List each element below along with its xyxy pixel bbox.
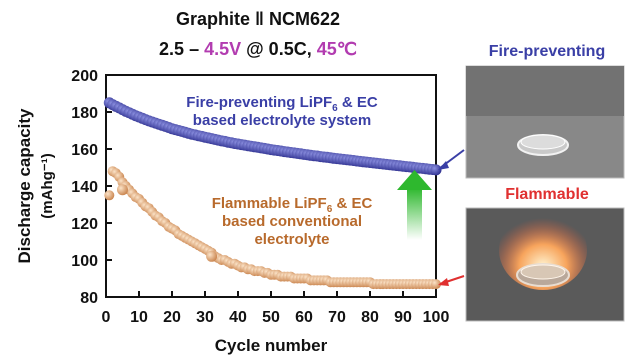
- test-conditions: 2.5 – 4.5V @ 0.5C, 45℃: [159, 39, 357, 59]
- orange-series-label-line3: electrolyte: [254, 231, 329, 248]
- cond-temp: 45℃: [317, 39, 357, 59]
- cond-voltage: 4.5V: [204, 39, 241, 59]
- y-tick-labels: 80 100 120 140 160 180 200: [71, 68, 98, 307]
- x-axis-title: Cycle number: [215, 336, 328, 355]
- orange-series-label-line2: based conventional: [222, 213, 362, 230]
- cond-range: 2.5 –: [159, 39, 204, 59]
- x-tick-label: 40: [229, 309, 247, 326]
- photo-label-fire-preventing: Fire-preventing: [489, 43, 605, 60]
- fire-preventing-point: [430, 164, 442, 176]
- chart-title: Graphite ‖ NCM622: [176, 9, 340, 29]
- x-tick-label: 30: [196, 309, 214, 326]
- x-tick-label: 20: [163, 309, 181, 326]
- x-tick-label: 80: [361, 309, 379, 326]
- y-tick-label: 100: [71, 253, 98, 270]
- flammable-point: [431, 279, 441, 290]
- x-tick-labels: 0 10 20 30 40 50 60 70 80 90 100: [102, 309, 450, 326]
- improvement-arrow: [397, 170, 432, 240]
- blue-series-label-line2: based electrolyte system: [193, 112, 371, 129]
- x-tick-label: 10: [130, 309, 148, 326]
- series-fire-preventing: [103, 97, 442, 176]
- y-axis-title: Discharge capacity: [15, 108, 34, 264]
- pointer-arrow-blue: [438, 149, 465, 170]
- y-tick-label: 200: [71, 68, 98, 85]
- photo-label-flammable: Flammable: [505, 186, 589, 203]
- pointer-arrow-red: [438, 275, 465, 286]
- x-tick-label: 100: [423, 309, 450, 326]
- x-tick-label: 60: [295, 309, 313, 326]
- x-tick-label: 50: [262, 309, 280, 326]
- outlier-point: [206, 250, 218, 262]
- y-tick-label: 80: [80, 290, 98, 307]
- orange-series-label-line1: Flammable LiPF6 & EC: [212, 195, 373, 215]
- y-tick-label: 160: [71, 142, 98, 159]
- axis-ticks: [105, 74, 437, 298]
- y-tick-label: 140: [71, 179, 98, 196]
- y-axis-unit: (mAhg⁻¹): [39, 153, 56, 218]
- cond-rate: @ 0.5C,: [241, 39, 317, 59]
- x-tick-label: 70: [328, 309, 346, 326]
- y-tick-label: 120: [71, 216, 98, 233]
- outlier-points: [117, 184, 218, 262]
- x-tick-label: 0: [102, 309, 111, 326]
- y-tick-label: 180: [71, 105, 98, 122]
- series-flammable: [104, 166, 441, 290]
- burning-dish-icon: [465, 207, 625, 322]
- x-tick-label: 90: [394, 309, 412, 326]
- outlier-point: [117, 184, 128, 196]
- dish-icon: [465, 65, 625, 179]
- blue-series-label-line1: Fire-preventing LiPF6 & EC: [186, 94, 378, 114]
- flammable-point: [104, 190, 115, 201]
